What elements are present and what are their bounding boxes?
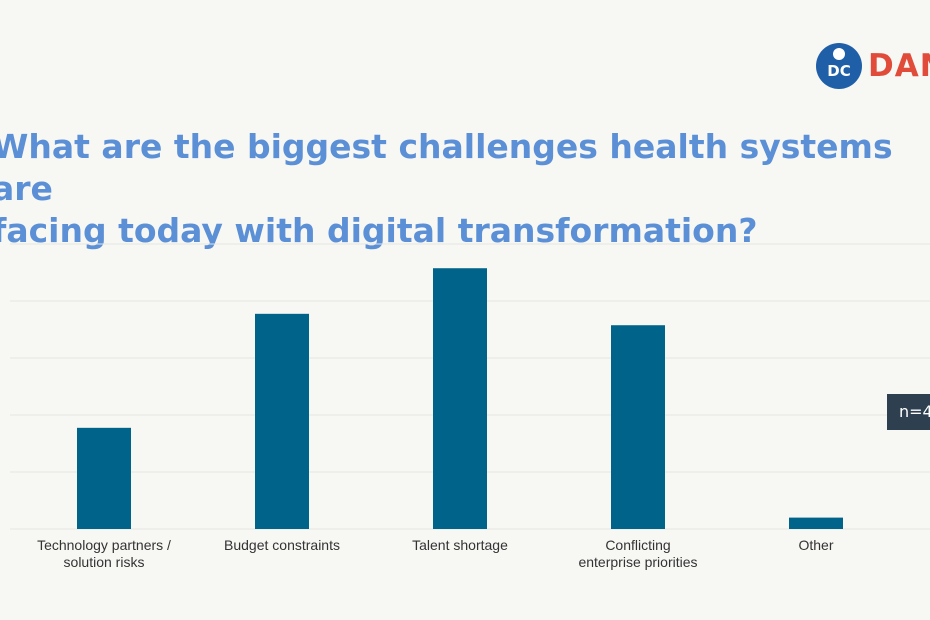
logo-text: DAN: [868, 48, 930, 84]
logo: DC DAN: [816, 42, 930, 90]
x-tick-label: Technology partners / solution risks: [37, 537, 171, 570]
sample-size-badge: n=4: [887, 394, 930, 430]
bar: [255, 313, 309, 529]
logo-mark-letters: DC: [827, 62, 851, 80]
logo-mark-icon: DC: [816, 43, 862, 89]
bar: [789, 517, 843, 529]
x-tick-label: Other: [798, 537, 833, 553]
bar: [433, 268, 487, 529]
x-tick-label: Talent shortage: [412, 537, 508, 553]
x-tick-label: Budget constraints: [224, 537, 340, 553]
bar: [77, 427, 131, 529]
chart-title: What are the biggest challenges health s…: [0, 127, 893, 250]
bar: [611, 325, 665, 529]
x-tick-label: Conflicting enterprise priorities: [578, 537, 697, 570]
